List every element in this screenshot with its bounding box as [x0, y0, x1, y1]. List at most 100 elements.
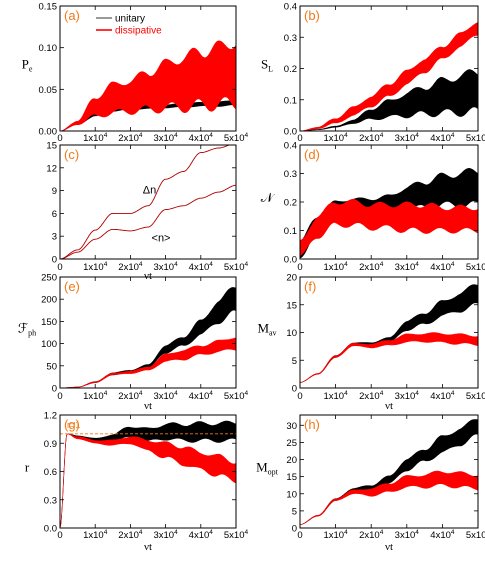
axes-frame	[299, 276, 479, 389]
x-tick-exponent: 4	[104, 529, 108, 536]
y-tick-label: 1.2	[44, 411, 57, 422]
x-tick-label: 3x104	[395, 529, 420, 541]
x-tick-label: 5x104	[224, 132, 249, 144]
x-tick-label: 1x104	[83, 261, 108, 273]
y-tick-label: 0.0	[284, 255, 297, 266]
legend-label: unitary	[115, 14, 145, 25]
x-tick-label: 4x104	[430, 529, 455, 541]
y-tick-label: 200	[41, 295, 57, 306]
y-tick-label: 250	[41, 273, 57, 284]
annotation-mean-n: <n>	[152, 233, 171, 245]
series-band-1	[300, 199, 478, 257]
x-tick-label: 1x104	[83, 390, 108, 402]
x-tick-exponent: 4	[380, 261, 384, 268]
axes-frame	[59, 144, 237, 260]
y-axis-label-sub: av	[269, 329, 277, 338]
x-tick-label: 2x104	[359, 132, 384, 144]
panel-label: (c)	[64, 147, 79, 162]
y-tick-label: 50	[46, 361, 57, 372]
x-tick-label: 1x104	[323, 261, 348, 273]
x-tick-label: 3x104	[153, 261, 178, 273]
axes-frame	[59, 5, 237, 132]
x-tick-exponent: 4	[139, 390, 143, 397]
y-tick-label: 0.3	[284, 169, 297, 180]
x-tick-label: 0	[57, 133, 62, 144]
y-axis-label: 𝒩	[261, 190, 276, 205]
x-tick-label: 1x104	[83, 529, 108, 541]
x-tick-label: 4x104	[189, 529, 214, 541]
panel-label: (d)	[304, 147, 320, 162]
y-tick-label: 0	[292, 384, 297, 395]
series-band-1	[300, 22, 478, 131]
y-tick-label: 20	[286, 455, 297, 466]
x-tick-exponent: 4	[174, 132, 178, 139]
x-tick-label: 2x104	[118, 529, 143, 541]
y-tick-label: 0.3	[284, 33, 297, 44]
x-tick-exponent: 4	[209, 390, 213, 397]
panel-d: 0.0 0.1 0.2 0.3 0.4 0 1x104 2x104 3x104 4x104 5x10…	[261, 141, 485, 274]
x-tick-exponent: 4	[244, 390, 248, 397]
y-tick-label: 12	[46, 163, 57, 174]
y-tick-label: 5	[292, 506, 297, 517]
x-tick-exponent: 4	[139, 132, 143, 139]
x-tick-exponent: 4	[104, 261, 108, 268]
plot-area	[60, 287, 236, 388]
y-tick-label: 0.6	[44, 467, 57, 478]
x-tick-exponent: 4	[415, 529, 419, 536]
y-axis-label: r	[25, 460, 30, 475]
x-tick-exponent: 4	[244, 132, 248, 139]
series-band-0	[300, 69, 478, 131]
y-tick-label: 0.2	[284, 64, 297, 75]
x-tick-label: 0	[297, 391, 302, 402]
panel-g: r=1 0.0 0.3 0.6 0.9 1.2 0 1x104 2x104 3x104 4x104 5…	[25, 411, 249, 554]
x-tick-label: 1x104	[323, 132, 348, 144]
y-axis-label: SL	[261, 57, 273, 74]
plot-area	[60, 420, 236, 528]
x-tick-label: 3x104	[153, 132, 178, 144]
x-tick-label: 2x104	[359, 390, 384, 402]
x-tick-label: 5x104	[466, 390, 485, 402]
x-tick-exponent: 4	[104, 132, 108, 139]
x-tick-exponent: 4	[209, 529, 213, 536]
x-tick-exponent: 4	[174, 529, 178, 536]
panel-f: 0 5 10 15 20 0 1x104 2x104 3x104 4x104 5x104 νt Mav (…	[257, 273, 485, 413]
y-axis-label: Mav	[257, 321, 276, 338]
panel-label: (g)	[64, 417, 80, 432]
y-tick-label: 0	[52, 255, 57, 266]
y-tick-label: 0.15	[39, 2, 58, 13]
y-tick-label: 15	[286, 472, 297, 483]
x-tick-label: 0	[57, 391, 62, 402]
x-axis-label: νt	[385, 541, 393, 553]
x-tick-exponent: 4	[344, 390, 348, 397]
series-band-0	[300, 419, 478, 525]
y-tick-label: 9	[52, 186, 57, 197]
y-tick-label: 15	[286, 300, 297, 311]
series-band-1	[300, 332, 478, 383]
x-tick-label: 2x104	[118, 390, 143, 402]
x-tick-exponent: 4	[344, 261, 348, 268]
x-tick-label: 3x104	[153, 529, 178, 541]
x-tick-exponent: 4	[451, 529, 455, 536]
x-tick-label: 4x104	[430, 132, 455, 144]
x-tick-label: 4x104	[189, 261, 214, 273]
x-tick-exponent: 4	[451, 390, 455, 397]
x-tick-label: 5x104	[224, 529, 249, 541]
annotation-delta-n: Δn	[143, 185, 156, 197]
y-tick-label: 0.4	[284, 2, 297, 13]
y-tick-label: 150	[41, 317, 57, 328]
x-tick-label: 0	[297, 262, 302, 273]
panel-b: 0.0 0.1 0.2 0.3 0.4 0 1x104 2x104 3x104 4x104 5x10…	[261, 2, 485, 145]
x-tick-label: 3x104	[395, 132, 420, 144]
x-axis-label: νt	[385, 400, 393, 412]
x-tick-label: 0	[57, 530, 62, 541]
x-tick-exponent: 4	[344, 529, 348, 536]
y-tick-label: 15	[46, 141, 57, 152]
x-tick-exponent: 4	[344, 132, 348, 139]
x-tick-label: 5x104	[466, 132, 485, 144]
x-tick-label: 4x104	[189, 132, 214, 144]
x-tick-exponent: 4	[244, 261, 248, 268]
x-tick-label: 4x104	[430, 261, 455, 273]
x-tick-exponent: 4	[415, 132, 419, 139]
x-tick-exponent: 4	[415, 261, 419, 268]
